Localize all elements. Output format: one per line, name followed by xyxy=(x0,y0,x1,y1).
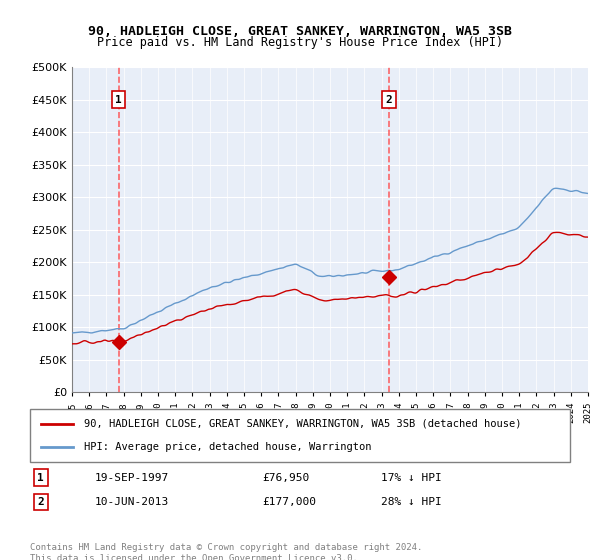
Text: £76,950: £76,950 xyxy=(262,473,310,483)
Text: HPI: Average price, detached house, Warrington: HPI: Average price, detached house, Warr… xyxy=(84,442,371,452)
Text: Price paid vs. HM Land Registry's House Price Index (HPI): Price paid vs. HM Land Registry's House … xyxy=(97,36,503,49)
Text: 1: 1 xyxy=(37,473,44,483)
Text: 2: 2 xyxy=(386,95,392,105)
Text: 10-JUN-2013: 10-JUN-2013 xyxy=(95,497,169,507)
Text: 17% ↓ HPI: 17% ↓ HPI xyxy=(381,473,442,483)
Text: 19-SEP-1997: 19-SEP-1997 xyxy=(95,473,169,483)
Text: 2: 2 xyxy=(37,497,44,507)
Text: £177,000: £177,000 xyxy=(262,497,316,507)
Text: 1: 1 xyxy=(115,95,122,105)
FancyBboxPatch shape xyxy=(30,409,570,462)
Text: 90, HADLEIGH CLOSE, GREAT SANKEY, WARRINGTON, WA5 3SB: 90, HADLEIGH CLOSE, GREAT SANKEY, WARRIN… xyxy=(88,25,512,38)
Text: 28% ↓ HPI: 28% ↓ HPI xyxy=(381,497,442,507)
Text: 90, HADLEIGH CLOSE, GREAT SANKEY, WARRINGTON, WA5 3SB (detached house): 90, HADLEIGH CLOSE, GREAT SANKEY, WARRIN… xyxy=(84,419,521,429)
Text: Contains HM Land Registry data © Crown copyright and database right 2024.
This d: Contains HM Land Registry data © Crown c… xyxy=(30,543,422,560)
